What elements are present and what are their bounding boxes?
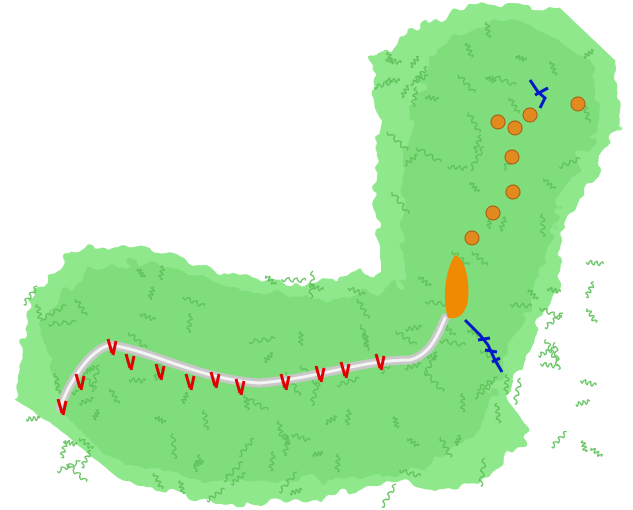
orange-sphere [506,185,520,199]
protein-render [0,0,633,510]
orange-sphere [523,108,537,122]
orange-sphere [571,97,585,111]
orange-sphere [491,115,505,129]
orange-sphere [486,206,500,220]
page-body: (() => { const data = JSON.parse(documen… [0,0,633,510]
page: {} html, body { margin: 0; padding: 0; b… [0,0,633,510]
orange-sphere [508,121,522,135]
orange-sphere [465,231,479,245]
orange-sphere [505,150,519,164]
